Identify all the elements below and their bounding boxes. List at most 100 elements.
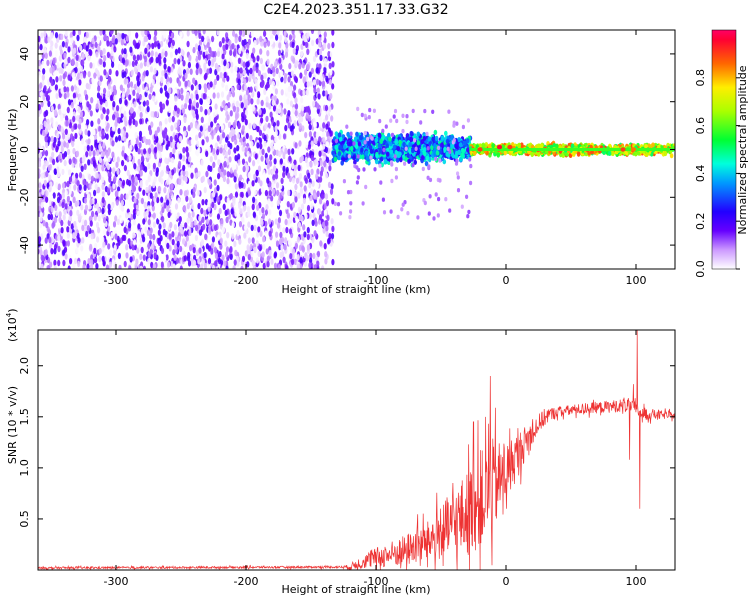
spectrogram-cell: [64, 219, 68, 227]
spectrogram-cell: [182, 60, 186, 67]
spectrogram-cell: [323, 209, 327, 216]
spectrogram-cell: [169, 135, 173, 143]
spectrogram-cell: [328, 165, 332, 172]
spectrogram-cell: [201, 199, 205, 206]
spectrogram-cell: [197, 202, 201, 210]
spectrogram-cell: [180, 48, 184, 56]
spectrogram-cell: [319, 170, 323, 177]
spectrogram-cell: [291, 30, 295, 35]
spectrogram-cell: [147, 33, 152, 40]
spectrogram-cell: [287, 110, 291, 117]
spectrogram-cell: [223, 169, 227, 176]
spectrogram-cell: [67, 46, 71, 53]
spectrogram-cell: [84, 128, 88, 136]
spectrogram-cell: [278, 209, 283, 217]
spectrogram-cell: [194, 172, 199, 179]
spectrogram-cell: [57, 259, 61, 267]
spectrogram-cell: [308, 115, 312, 122]
spectrogram-cell: [176, 240, 180, 248]
spectrogram-cell: [280, 177, 284, 185]
spectrogram-cell: [83, 197, 88, 204]
spectrogram-cell: [60, 145, 64, 153]
spectrogram-cell: [192, 100, 196, 107]
spectrogram-cell: [167, 66, 171, 73]
spectrogram-cell: [307, 143, 312, 150]
spectrogram-cell: [84, 51, 88, 58]
spectrogram-cell: [155, 167, 159, 174]
spectrogram-cell: [184, 176, 188, 183]
spectrogram-cell: [195, 62, 199, 70]
spectrogram-cell: [235, 100, 239, 108]
spectrogram-cell: [211, 264, 216, 269]
spectrogram-cell: [249, 243, 253, 251]
spectrogram-cell: [199, 98, 203, 106]
spectrogram-cell: [139, 164, 143, 171]
spectrogram-cell: [325, 123, 329, 130]
spectrogram-cell: [43, 120, 47, 127]
spectrogram-cell: [51, 222, 55, 229]
spectrogram-cell: [107, 83, 111, 90]
spectrogram-cell: [169, 51, 173, 59]
spectrogram-cell: [167, 140, 171, 147]
spectrogram-cell: [261, 148, 265, 155]
spectrogram-cell: [271, 145, 275, 152]
spectrogram-cell: [61, 168, 65, 176]
spectrogram-cell: [102, 107, 106, 115]
spectrogram-cell: [91, 210, 95, 218]
spectrogram-cell: [152, 233, 156, 241]
spectrogram-cell: [140, 155, 145, 162]
spectrogram-cell: [217, 172, 221, 180]
spectrogram-cell: [205, 150, 209, 157]
spectrogram-cell: [298, 221, 302, 229]
spectrogram-cell: [246, 205, 251, 213]
spectrogram-cell: [224, 240, 228, 247]
spectrogram-cell: [81, 53, 85, 60]
spectrogram-cell: [119, 217, 123, 224]
spectrogram-cell: [230, 127, 234, 134]
spectrogram-cell: [213, 179, 217, 186]
spectrogram-cell: [77, 214, 81, 221]
spectrogram-cell: [197, 45, 201, 52]
spectrogram-cell: [79, 72, 83, 80]
spectrogram-cell: [201, 35, 205, 42]
spectrogram-cell: [96, 236, 100, 243]
spectrogram-cell: [210, 121, 214, 128]
spectrogram-cell: [137, 223, 141, 230]
spectrogram-cell: [124, 99, 128, 106]
spectrogram-cell: [230, 208, 234, 215]
spectrogram-cell: [238, 238, 242, 245]
spectrogram-cell: [179, 265, 183, 269]
spectrogram-cell: [195, 102, 199, 109]
spectrogram-cell: [149, 86, 153, 93]
spectrogram-cell: [318, 136, 322, 143]
spectrogram-cell: [256, 98, 260, 105]
spectrogram-cell: [148, 128, 153, 136]
spectrogram-cell: [329, 188, 334, 195]
spectrogram-cell: [141, 75, 145, 82]
spectrogram-cell: [60, 219, 64, 227]
spectrogram-cell: [62, 73, 66, 80]
spectrogram-cell: [144, 246, 148, 253]
spectrogram-cell: [157, 185, 161, 193]
spectrogram-cell: [245, 89, 250, 96]
spectrogram-cell: [325, 75, 329, 83]
spectrogram-cell: [232, 197, 236, 204]
spectrogram-cell: [98, 95, 103, 102]
spectrogram-cell: [60, 87, 64, 94]
spectrogram-cell: [243, 194, 247, 202]
spectrogram-cell: [237, 57, 241, 64]
spectrogram-cell: [192, 53, 196, 60]
spectrogram-cell: [257, 91, 261, 98]
spectrogram-cell: [277, 49, 282, 56]
spectrogram-cell: [222, 76, 226, 84]
spectrogram-cell: [229, 246, 233, 253]
spectrogram-cell: [289, 214, 293, 222]
spectrogram-cell: [267, 67, 271, 74]
spectrogram-cell: [283, 30, 287, 37]
spectrogram-cell: [85, 151, 89, 158]
spectrogram-cell: [257, 176, 261, 184]
spectrogram-cell: [304, 81, 308, 88]
spectrogram-cell: [234, 191, 239, 198]
spectrogram-cell: [68, 158, 72, 165]
